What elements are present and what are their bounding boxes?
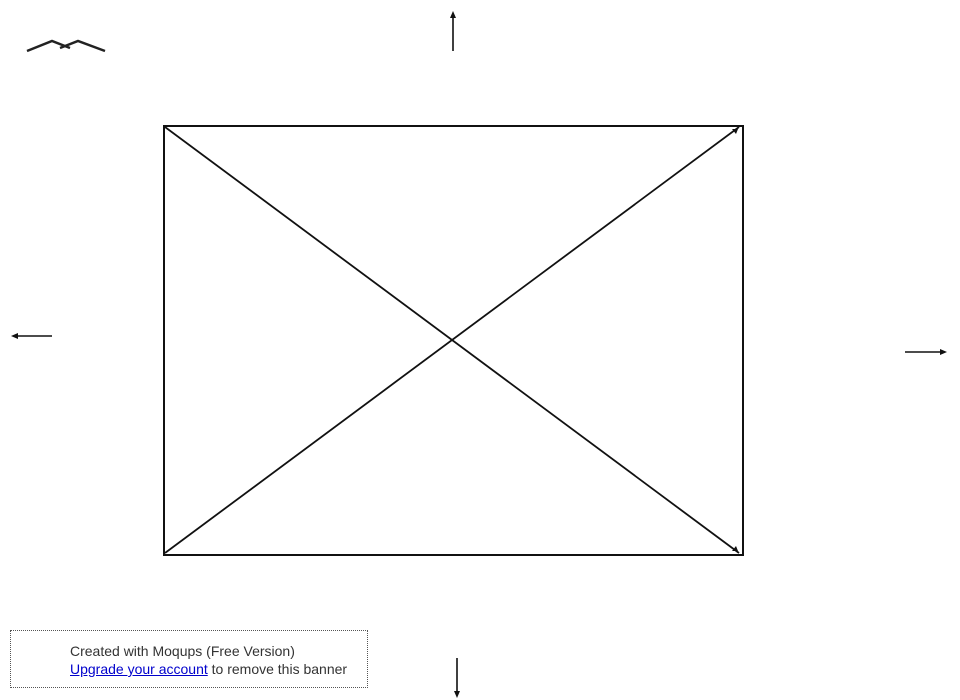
zigzag-logo-icon <box>26 39 106 53</box>
arrow-right-icon[interactable] <box>904 346 948 358</box>
banner-remove-text: to remove this banner <box>207 661 348 677</box>
banner-upgrade-line: Upgrade your account to remove this bann… <box>70 661 347 677</box>
banner-created-text: Created with Moqups (Free Version) <box>70 643 295 659</box>
arrow-up-icon[interactable] <box>447 10 459 52</box>
arrow-down-icon[interactable] <box>451 656 463 699</box>
image-placeholder-icon <box>163 125 744 556</box>
moqups-banner: Created with Moqups (Free Version) Upgra… <box>10 630 368 688</box>
arrow-left-icon[interactable] <box>10 330 54 342</box>
upgrade-account-link[interactable]: Upgrade your account <box>70 661 208 677</box>
